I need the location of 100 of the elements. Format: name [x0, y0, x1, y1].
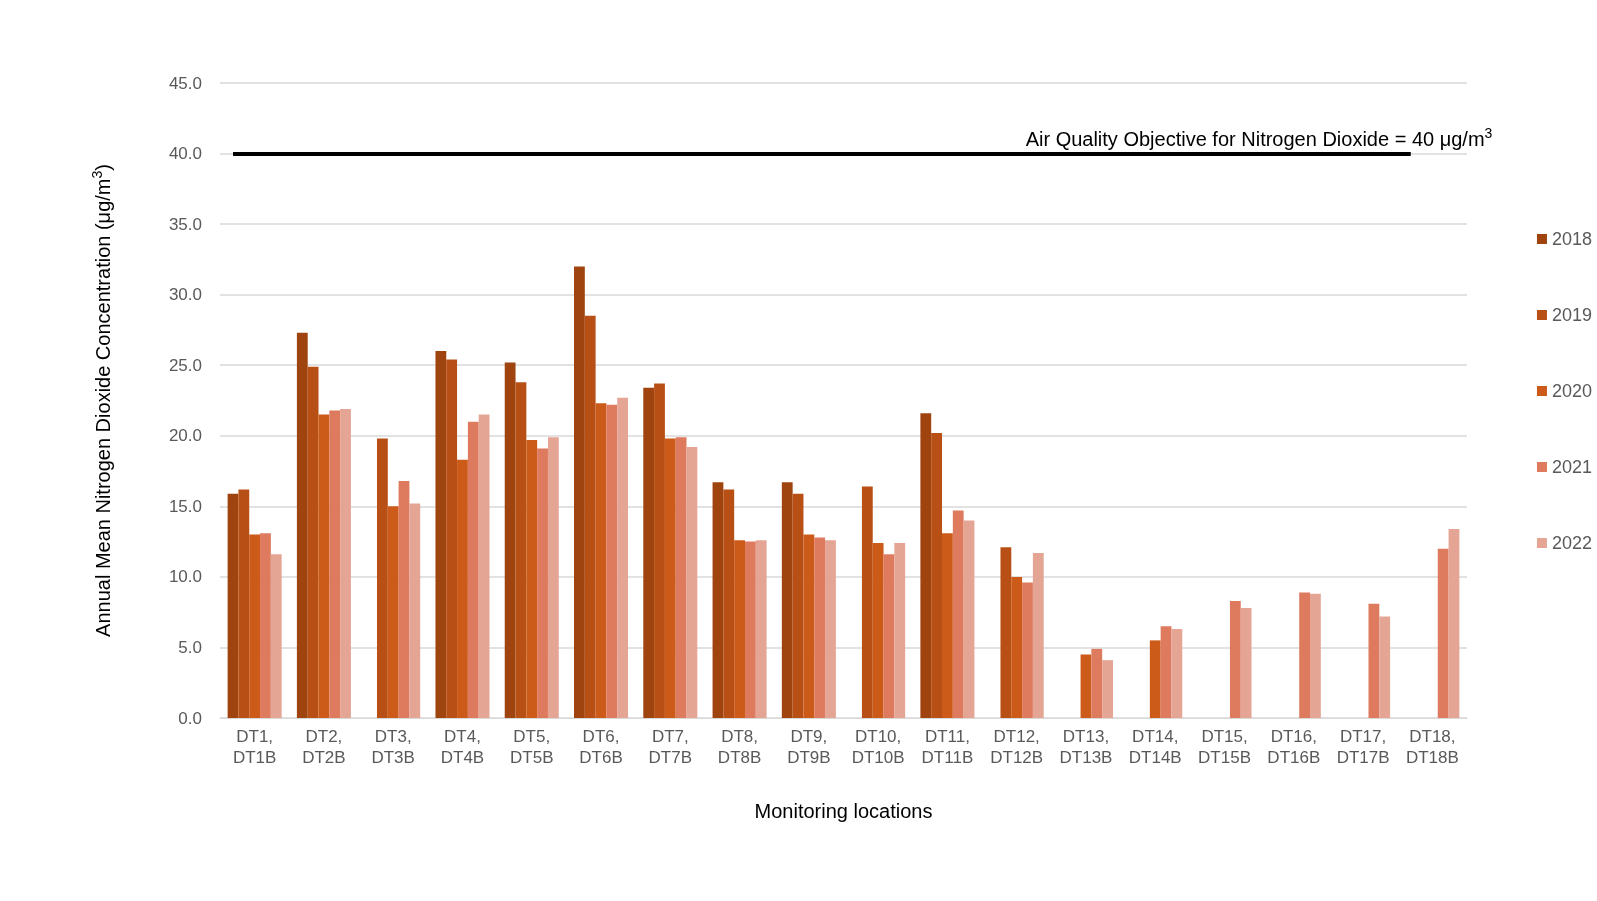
x-tick-label: DT11, DT11B [921, 727, 974, 767]
bar [755, 540, 767, 718]
bar [643, 387, 655, 718]
bar [825, 540, 836, 718]
bar [409, 503, 421, 718]
bar [574, 266, 585, 718]
bar [329, 410, 341, 718]
x-tick-label: DT2, DT2B [302, 727, 346, 767]
legend-label: 2022 [1551, 533, 1592, 553]
y-tick-label: 40.0 [168, 144, 202, 164]
y-tick-label: 45.0 [168, 73, 202, 93]
bar [457, 459, 468, 718]
bar [467, 421, 479, 718]
y-tick-label: 35.0 [168, 214, 202, 234]
bar [227, 493, 239, 718]
bar [238, 489, 250, 718]
bar [1022, 582, 1033, 718]
bar [526, 440, 538, 718]
x-axis-title: Monitoring locations [754, 800, 933, 822]
bar [723, 489, 735, 718]
bar [307, 366, 319, 718]
y-tick-label: 25.0 [168, 355, 202, 375]
x-tick-label: DT17, DT17B [1336, 727, 1390, 767]
bar [1000, 547, 1012, 718]
bar [894, 543, 906, 718]
bar [1240, 607, 1252, 718]
legend-label: 2020 [1551, 381, 1592, 401]
bar [1310, 593, 1321, 718]
bar [1379, 616, 1391, 718]
bar [595, 403, 607, 718]
y-tick-label: 5.0 [178, 637, 202, 657]
bar [963, 520, 975, 718]
bar [883, 554, 895, 718]
bar [435, 351, 447, 718]
bar [398, 480, 410, 718]
bar [792, 493, 804, 718]
y-tick-label: 0.0 [178, 708, 202, 728]
bar [1160, 626, 1172, 718]
bar [942, 533, 953, 718]
bar [260, 533, 271, 718]
x-tick-label: DT9, DT9B [787, 727, 831, 767]
x-tick-label: DT15, DT15B [1198, 727, 1251, 767]
x-tick-label: DT1, DT1B [232, 727, 277, 767]
bar [318, 414, 330, 718]
x-tick-label: DT4, DT4B [440, 727, 485, 767]
bar [744, 541, 756, 718]
bar [872, 543, 884, 718]
bar [537, 448, 548, 718]
x-tick-label: DT14, DT14B [1128, 727, 1182, 767]
y-tick-label: 15.0 [168, 496, 202, 516]
bar [781, 482, 793, 718]
y-tick-label: 10.0 [168, 567, 202, 587]
bar [296, 332, 308, 718]
bar [617, 397, 629, 718]
bar [270, 554, 282, 718]
bar [1448, 528, 1460, 718]
bar [446, 359, 458, 718]
bar [504, 362, 516, 718]
x-tick-label: DT8, DT8B [717, 727, 762, 767]
bar [478, 414, 490, 718]
bar [734, 540, 745, 718]
bar [1080, 654, 1092, 718]
bar [376, 438, 388, 718]
bar [1011, 576, 1023, 718]
bar [606, 404, 618, 718]
x-tick-label: DT7, DT7B [648, 727, 693, 767]
bar [920, 413, 932, 718]
bar [547, 437, 559, 718]
bar [814, 537, 826, 718]
bar [931, 432, 943, 718]
bar [712, 482, 724, 718]
x-tick-label: DT3, DT3B [371, 727, 415, 767]
bar [952, 510, 964, 718]
bar [1102, 660, 1113, 718]
bar [1171, 629, 1183, 718]
bar [803, 534, 815, 718]
ref-line-label: Air Quality Objective for Nitrogen Dioxide = 40 μg/m$^{3}$ [1025, 124, 1493, 150]
bar [515, 382, 527, 718]
x-tick-label: DT6, DT6B [579, 727, 623, 767]
y-tick-label: 20.0 [168, 426, 202, 446]
legend-label: 2021 [1551, 457, 1592, 477]
y-tick-label: 30.0 [168, 285, 202, 305]
x-tick-label: DT18, DT18B [1405, 727, 1459, 767]
x-tick-label: DT10, DT10B [851, 727, 905, 767]
bar [387, 506, 399, 718]
bar [1091, 648, 1103, 718]
bar [1437, 548, 1449, 718]
bar [664, 438, 676, 718]
x-tick-label: DT12, DT12B [990, 727, 1044, 767]
x-tick-label: DT5, DT5B [510, 727, 554, 767]
legend-label: 2019 [1551, 305, 1592, 325]
bar [861, 486, 873, 718]
bar [249, 534, 261, 718]
bar [584, 315, 596, 718]
bar [1299, 592, 1311, 718]
bar [1368, 603, 1380, 718]
bar [1229, 600, 1241, 718]
legend-label: 2018 [1551, 229, 1592, 249]
bar [340, 408, 351, 718]
x-tick-label: DT13, DT13B [1059, 727, 1113, 767]
